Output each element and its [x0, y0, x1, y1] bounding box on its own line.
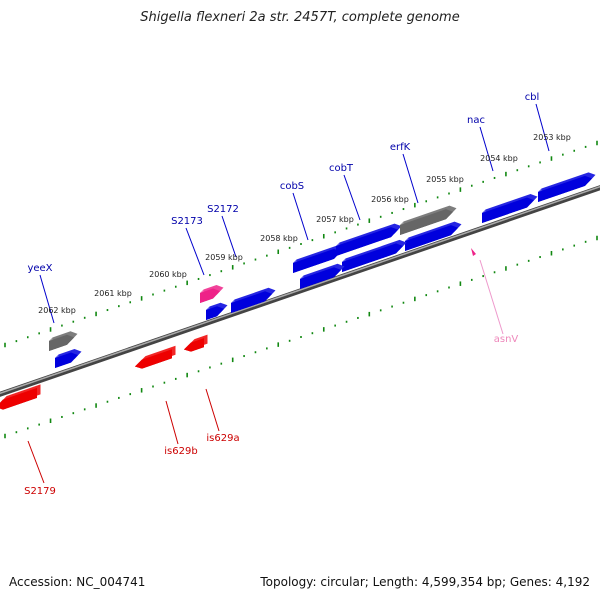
- labels: 2053 kbp 2054 kbp 2055 kbp 2056 kbp 2057 kbp…: [24, 92, 571, 497]
- leader-line-S2179: [27, 440, 45, 484]
- gene-label-erfK[interactable]: erfK: [390, 142, 411, 153]
- gene-S2172-glyph: [231, 287, 276, 313]
- leader-line-asnV: [479, 259, 504, 335]
- genome-backbone: [0, 185, 600, 397]
- gene-erfK-glyph: [405, 221, 462, 251]
- gene-label-S2172[interactable]: S2172: [207, 204, 239, 215]
- scale-label: 2054 kbp: [480, 154, 518, 163]
- gene-S2179-glyph: [0, 384, 41, 410]
- label-leaders: [27, 103, 550, 484]
- leader-line-erfK: [402, 153, 419, 204]
- leader-line-S2173: [185, 227, 205, 276]
- leader-line-yeeX: [39, 274, 55, 324]
- gene-cobT-glyph: [342, 239, 407, 272]
- gene-cobS-glyph: [300, 263, 345, 289]
- gene-label-cobS[interactable]: cobS: [280, 181, 304, 192]
- scale-label: 2058 kbp: [260, 234, 298, 243]
- map-title: Shigella flexneri 2a str. 2457T, complet…: [140, 10, 460, 25]
- scale-label: 2061 kbp: [94, 289, 132, 298]
- leader-line-is629a: [205, 388, 220, 432]
- gene-label-S2173[interactable]: S2173: [171, 216, 203, 227]
- gene-label-yeeX[interactable]: yeeX: [27, 263, 52, 274]
- gene-label-is629a[interactable]: is629a: [206, 433, 239, 444]
- gene-cobT-upper-glyph: [336, 223, 402, 256]
- gene-label-S2179[interactable]: S2179: [24, 486, 56, 497]
- gene-S2173-glyph: [206, 302, 228, 320]
- gene-is629b-glyph: [135, 345, 176, 369]
- leader-line-cobT: [343, 174, 361, 221]
- rna-S2173-glyph: [200, 285, 224, 303]
- accession-text: Accession: NC_004741: [9, 575, 146, 589]
- leader-line-cbl: [535, 103, 550, 152]
- gene-features: [0, 172, 596, 410]
- genome-stats-text: Topology: circular; Length: 4,599,354 bp…: [260, 575, 590, 589]
- leader-line-is629b: [165, 400, 179, 445]
- gene-is629a-glyph: [184, 334, 208, 352]
- backbone-highlight: [0, 185, 600, 395]
- pseudo-erfK-glyph: [400, 205, 457, 235]
- scale-label: 2059 kbp: [205, 253, 243, 262]
- pseudo-yeeX-glyph: [49, 331, 78, 351]
- scale-label: 2062 kbp: [38, 306, 76, 315]
- scale-label: 2060 kbp: [149, 270, 187, 279]
- gene-label-nac[interactable]: nac: [467, 115, 485, 126]
- gene-label-asnV[interactable]: asnV: [494, 334, 519, 345]
- backbone-line: [0, 185, 600, 397]
- gene-label-cobT[interactable]: cobT: [329, 163, 354, 174]
- scale-ticks: [4, 140, 598, 439]
- scale-label: 2055 kbp: [426, 175, 464, 184]
- gene-cbl-glyph: [538, 172, 596, 202]
- leader-line-S2172: [221, 215, 237, 258]
- leader-line-cobS: [292, 192, 309, 241]
- leader-line-nac: [479, 126, 494, 172]
- scale-label: 2053 kbp: [533, 133, 571, 142]
- gene-nac-glyph: [482, 194, 538, 223]
- gene-label-is629b[interactable]: is629b: [164, 446, 197, 457]
- gene-cobS-upper-glyph: [293, 245, 345, 273]
- gene-label-cbl[interactable]: cbl: [525, 92, 540, 103]
- scale-label: 2057 kbp: [316, 215, 354, 224]
- gene-asnV-glyph: [471, 248, 476, 256]
- gene-yeeX-glyph: [55, 348, 82, 368]
- scale-label: 2056 kbp: [371, 195, 409, 204]
